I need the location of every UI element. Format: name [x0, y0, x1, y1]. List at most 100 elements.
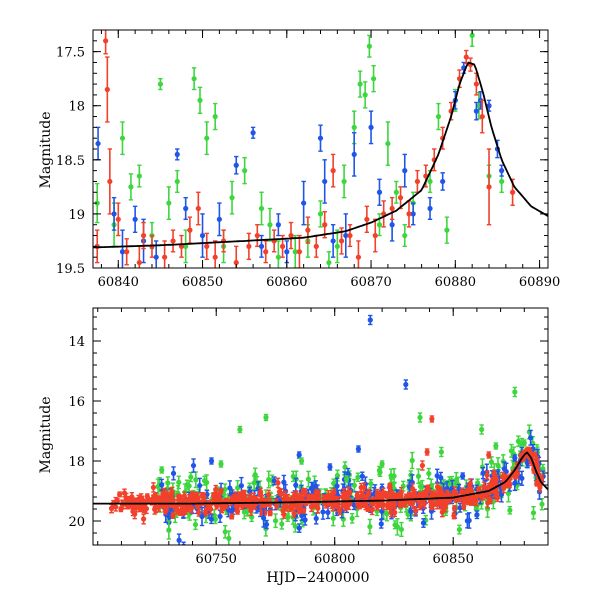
y-tick-label: 18 [68, 100, 85, 115]
data-point [267, 509, 273, 517]
data-point [276, 487, 283, 496]
data-point [367, 518, 373, 535]
data-point [317, 124, 324, 152]
data-point [296, 523, 302, 533]
data-point [187, 216, 193, 244]
data-point [343, 475, 350, 483]
y-tick-label: 19 [68, 208, 85, 223]
data-point [229, 513, 235, 520]
data-point [174, 148, 180, 161]
data-point [327, 463, 333, 471]
data-point [261, 508, 267, 528]
data-point [199, 506, 205, 527]
data-point [322, 211, 328, 239]
plot-area [93, 30, 548, 268]
data-point [451, 512, 457, 520]
data-point [317, 200, 324, 228]
data-point [540, 463, 546, 474]
data-point [170, 229, 176, 253]
y-tick-label: 18.5 [56, 154, 85, 169]
data-point [334, 469, 341, 482]
x-tick-label: 60850 [182, 275, 223, 290]
data-point [222, 483, 228, 496]
data-point [178, 234, 185, 258]
data-point [473, 101, 479, 121]
data-point [417, 412, 423, 423]
data-point [330, 153, 336, 188]
data-point [186, 479, 192, 492]
data-point [359, 471, 365, 481]
data-point [435, 102, 442, 131]
data-point [242, 156, 248, 185]
data-point [486, 451, 492, 459]
data-point [176, 475, 182, 490]
data-point [331, 488, 337, 497]
data-point [229, 180, 235, 215]
data-point [218, 460, 224, 468]
data-point [305, 470, 312, 488]
data-point [368, 110, 374, 145]
data-point [451, 505, 458, 512]
data-point [258, 191, 265, 226]
data-point [362, 81, 368, 109]
data-point [226, 530, 232, 545]
data-point [233, 155, 239, 175]
data-point [351, 132, 357, 177]
x-tick-label: 60840 [98, 275, 139, 290]
data-point [484, 470, 490, 480]
data-point [222, 524, 228, 539]
data-point [463, 49, 469, 65]
data-point [419, 460, 426, 471]
data-point [271, 229, 277, 253]
data-point [347, 224, 353, 248]
data-point [159, 466, 165, 474]
data-point [123, 492, 129, 504]
data-point [343, 213, 349, 258]
data-point [465, 498, 471, 506]
data-point [491, 469, 497, 479]
data-point [320, 504, 326, 520]
data-point [469, 495, 475, 502]
data-point [124, 238, 130, 266]
data-point [322, 159, 328, 204]
x-tick-label: 60850 [433, 552, 474, 567]
data-point [334, 477, 340, 495]
data-point [366, 34, 372, 58]
data-point [440, 172, 446, 191]
data-point [119, 229, 126, 268]
data-point [296, 451, 302, 459]
data-point [469, 30, 475, 47]
data-point [349, 512, 355, 524]
data-point [424, 485, 431, 494]
data-point [414, 169, 420, 193]
data-point [183, 196, 189, 221]
data-point [281, 509, 287, 519]
data-point [464, 513, 470, 529]
data-point [366, 488, 372, 497]
data-point [334, 229, 340, 264]
data-point [204, 232, 210, 261]
data-point [191, 67, 197, 91]
data-point [426, 467, 432, 480]
data-point [427, 196, 433, 221]
y-tick-label: 17.5 [56, 46, 85, 61]
data-point [208, 514, 214, 525]
data-point [363, 501, 369, 511]
data-point [389, 196, 395, 221]
data-point [296, 234, 303, 268]
data-point [216, 202, 222, 237]
data-point [136, 164, 142, 188]
data-point [436, 498, 443, 505]
data-point [237, 491, 243, 498]
data-point [342, 461, 348, 474]
data-point [263, 519, 270, 530]
data-point [392, 520, 398, 530]
data-point [284, 240, 290, 264]
data-point [456, 524, 463, 535]
data-point [387, 483, 393, 493]
data-point [166, 520, 172, 540]
data-point [174, 169, 180, 193]
data-point [424, 448, 430, 456]
data-point [150, 482, 157, 493]
data-point [291, 508, 297, 519]
